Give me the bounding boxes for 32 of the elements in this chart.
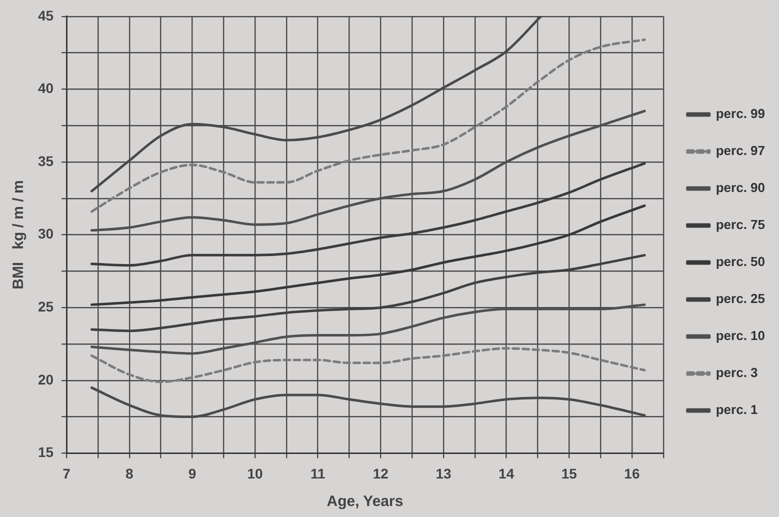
legend-label: perc. 99 bbox=[716, 106, 766, 122]
y-tick-label: 40 bbox=[38, 80, 54, 96]
legend-label: perc. 1 bbox=[716, 402, 758, 418]
x-tick-label: 9 bbox=[188, 465, 196, 482]
x-tick-label: 16 bbox=[624, 465, 640, 482]
y-tick-label: 45 bbox=[38, 7, 54, 24]
legend-label: perc. 90 bbox=[716, 180, 766, 196]
legend-label: perc. 50 bbox=[716, 254, 766, 270]
legend-label: perc. 97 bbox=[716, 143, 766, 158]
y-tick-label: 30 bbox=[38, 226, 54, 242]
x-tick-label: 7 bbox=[62, 465, 71, 482]
x-tick-label: 11 bbox=[310, 465, 326, 482]
x-axis-title: Age, Years bbox=[326, 493, 404, 510]
x-tick-label: 10 bbox=[247, 465, 264, 482]
x-tick-label: 14 bbox=[498, 465, 514, 482]
legend-label: perc. 10 bbox=[716, 328, 766, 344]
line-series bbox=[90, 38, 646, 213]
y-tick-label: 25 bbox=[38, 298, 54, 314]
y-tick-label: 15 bbox=[38, 444, 54, 460]
x-tick-label: 15 bbox=[561, 465, 578, 482]
line-series bbox=[90, 162, 646, 267]
x-tick-label: 13 bbox=[436, 465, 452, 482]
line-series bbox=[90, 204, 646, 306]
x-tick-label: 12 bbox=[372, 465, 389, 482]
y-tick-label: 20 bbox=[38, 371, 54, 388]
x-tick-label: 8 bbox=[125, 465, 134, 482]
legend-label: perc. 25 bbox=[716, 291, 766, 306]
y-tick-label: 35 bbox=[38, 152, 54, 169]
legend-label: perc. 3 bbox=[716, 365, 758, 380]
y-axis-title: BMI kg / m / m bbox=[10, 180, 28, 290]
line-series bbox=[90, 347, 646, 384]
legend-label: perc. 75 bbox=[716, 217, 766, 232]
